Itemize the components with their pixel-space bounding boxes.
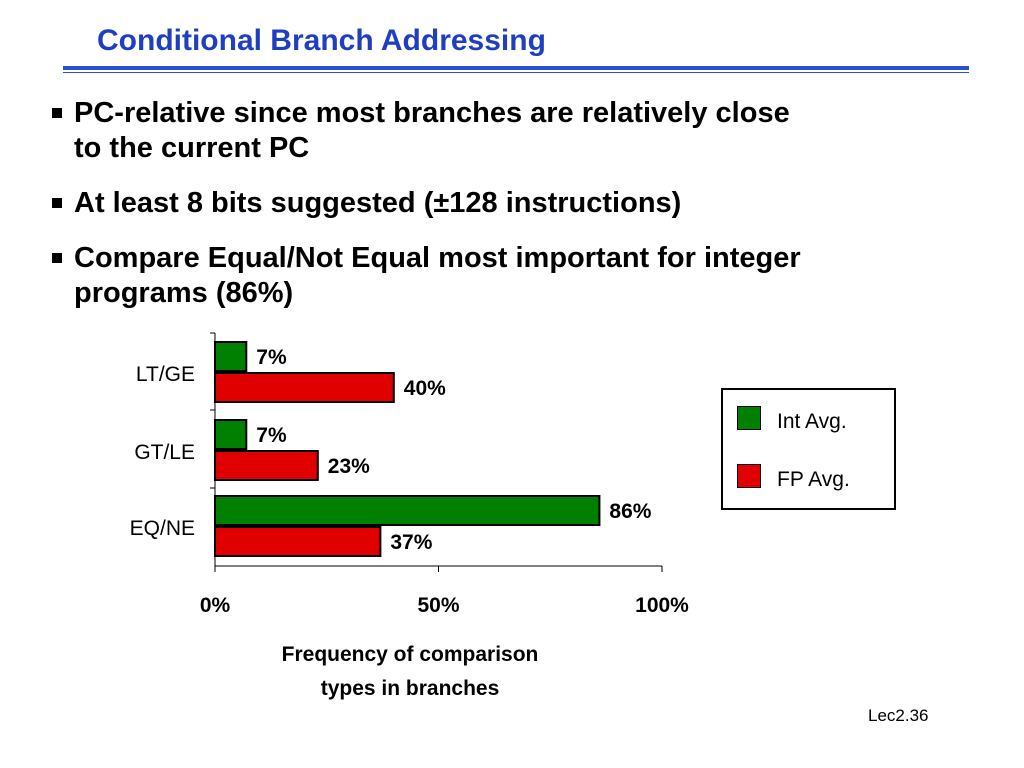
x-tick-label: 0%: [200, 594, 231, 617]
legend-label-int-avg: Int Avg.: [777, 410, 847, 433]
bar-eq-ne-fp-avg: [214, 526, 382, 557]
data-label-eq-ne-fp-avg: 37%: [390, 531, 432, 554]
bar-lt-ge-fp-avg: [214, 372, 395, 403]
chart-legend: Int Avg. FP Avg.: [721, 388, 896, 510]
x-axis-title: Frequency of comparison types in branche…: [180, 638, 640, 706]
bullet-1-line-2: to the current PC: [74, 132, 310, 164]
bullet-marker: [52, 108, 62, 118]
category-label-gt-le: GT/LE: [134, 441, 195, 464]
bullet-3-line-2: programs (86%): [74, 277, 294, 309]
bullet-marker: [52, 253, 62, 263]
slide-title: Conditional Branch Addressing: [97, 24, 546, 57]
legend-label-fp-avg: FP Avg.: [777, 468, 850, 491]
x-axis-title-line-1: Frequency of comparison: [281, 643, 539, 666]
bar-lt-ge-int-avg: [214, 341, 248, 372]
bar-gt-le-fp-avg: [214, 450, 319, 481]
data-label-gt-le-int-avg: 7%: [256, 424, 287, 447]
data-label-gt-le-fp-avg: 23%: [328, 455, 370, 478]
data-label-eq-ne-int-avg: 86%: [609, 500, 651, 523]
category-label-lt-ge: LT/GE: [136, 363, 195, 386]
bullet-2-line-1: At least 8 bits suggested (±128 instruct…: [74, 187, 682, 219]
category-label-eq-ne: EQ/NE: [130, 517, 195, 540]
x-tick-label: 50%: [417, 594, 459, 617]
bar-gt-le-int-avg: [214, 419, 248, 450]
legend-swatch-int-avg: [737, 406, 761, 430]
data-label-lt-ge-int-avg: 7%: [256, 346, 287, 369]
bullet-marker: [52, 198, 62, 208]
data-label-lt-ge-fp-avg: 40%: [404, 377, 446, 400]
title-underline-thin: [63, 72, 969, 73]
slide-number: Lec2.36: [868, 706, 929, 725]
x-axis-title-line-2: types in branches: [320, 677, 500, 700]
x-tick-label: 100%: [635, 594, 689, 617]
bullet-3-line-1: Compare Equal/Not Equal most important f…: [74, 242, 801, 274]
bullet-1-line-1: PC-relative since most branches are rela…: [74, 97, 790, 129]
bar-eq-ne-int-avg: [214, 495, 601, 526]
legend-swatch-fp-avg: [737, 464, 761, 488]
title-underline: [63, 66, 969, 70]
